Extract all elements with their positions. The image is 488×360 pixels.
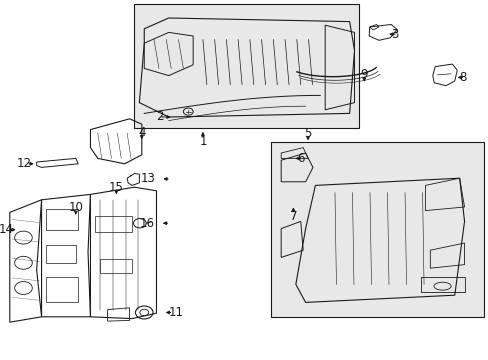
Text: 14: 14 bbox=[0, 223, 14, 236]
Text: 4: 4 bbox=[138, 126, 145, 139]
Text: 8: 8 bbox=[459, 71, 466, 84]
Bar bbox=[95, 216, 132, 232]
Text: 5: 5 bbox=[304, 127, 311, 140]
Bar bbox=[420, 277, 464, 292]
Text: 1: 1 bbox=[199, 135, 206, 148]
Bar bbox=[100, 259, 132, 273]
Bar bbox=[46, 209, 78, 230]
Bar bbox=[46, 245, 76, 263]
Text: 3: 3 bbox=[390, 28, 398, 41]
Text: 16: 16 bbox=[140, 217, 155, 230]
Text: 10: 10 bbox=[68, 201, 83, 214]
Text: 15: 15 bbox=[109, 181, 123, 194]
Text: 2: 2 bbox=[156, 111, 163, 123]
Bar bbox=[271, 142, 483, 317]
Text: 12: 12 bbox=[17, 157, 32, 170]
Text: 6: 6 bbox=[297, 152, 304, 165]
Bar bbox=[134, 4, 359, 128]
Text: 7: 7 bbox=[289, 210, 297, 222]
Text: 13: 13 bbox=[141, 172, 155, 185]
Bar bbox=[46, 277, 78, 302]
Text: 9: 9 bbox=[360, 68, 367, 81]
Text: 11: 11 bbox=[168, 306, 183, 319]
